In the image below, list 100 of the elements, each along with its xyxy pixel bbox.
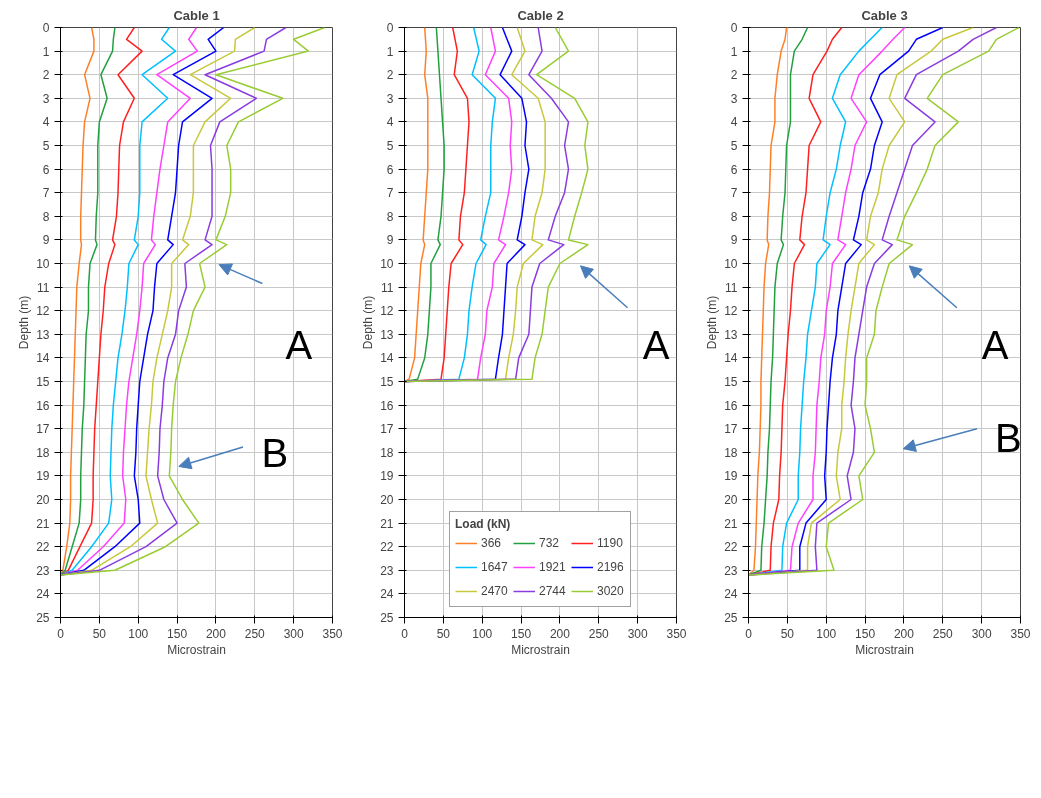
x-tick-label: 250 bbox=[932, 626, 954, 641]
y-tick-label: 6 bbox=[730, 162, 738, 177]
y-tick-label: 13 bbox=[724, 327, 738, 342]
y-tick-label: 9 bbox=[730, 233, 738, 248]
y-tick-label: 7 bbox=[386, 186, 394, 201]
y-tick-label: 3 bbox=[42, 91, 50, 106]
y-tick-label: 3 bbox=[386, 91, 394, 106]
x-tick-label: 150 bbox=[511, 626, 532, 641]
y-tick-label: 14 bbox=[380, 351, 394, 366]
y-tick-label: 17 bbox=[380, 422, 394, 437]
y-tick-label: 25 bbox=[380, 611, 394, 625]
annotation: B bbox=[261, 431, 289, 476]
y-tick-label: 0 bbox=[386, 21, 394, 35]
y-tick-label: 4 bbox=[730, 115, 738, 130]
y-tick-label: 19 bbox=[36, 469, 50, 484]
y-tick-label: 9 bbox=[386, 233, 394, 248]
x-tick-label: 200 bbox=[893, 626, 915, 641]
y-tick-label: 23 bbox=[36, 563, 50, 578]
y-tick-label: 24 bbox=[36, 587, 50, 602]
y-tick-label: 21 bbox=[380, 516, 394, 531]
annotation: A bbox=[642, 322, 670, 367]
y-tick-label: 5 bbox=[730, 139, 738, 153]
y-tick-label: 15 bbox=[36, 375, 50, 389]
y-tick-label: 12 bbox=[380, 304, 394, 319]
y-tick-label: 22 bbox=[380, 540, 394, 555]
chart-title: Cable 3 bbox=[861, 7, 908, 23]
line-series bbox=[60, 27, 116, 576]
x-tick-label: 350 bbox=[1010, 626, 1031, 641]
y-tick-label: 18 bbox=[380, 445, 394, 460]
x-axis-title: Microstrain bbox=[167, 642, 226, 657]
line-series bbox=[404, 27, 429, 383]
x-tick-label: 350 bbox=[666, 626, 687, 641]
y-tick-label: 8 bbox=[730, 209, 738, 224]
legend-label: 2744 bbox=[539, 584, 567, 598]
y-tick-label: 8 bbox=[42, 209, 50, 224]
y-tick-label: 7 bbox=[730, 186, 738, 201]
legend-label: 1647 bbox=[481, 560, 509, 574]
y-tick-label: 10 bbox=[380, 257, 394, 271]
y-tick-label: 21 bbox=[724, 516, 738, 531]
x-tick-label: 0 bbox=[401, 626, 409, 641]
y-tick-label: 17 bbox=[724, 422, 738, 437]
y-tick-label: 10 bbox=[724, 257, 738, 271]
y-tick-label: 24 bbox=[724, 587, 738, 602]
y-tick-label: 20 bbox=[36, 493, 50, 507]
y-tick-label: 6 bbox=[42, 162, 50, 177]
y-tick-label: 24 bbox=[380, 587, 394, 602]
line-series bbox=[748, 27, 809, 576]
chart-title: Cable 1 bbox=[173, 7, 220, 23]
legend-label: 1190 bbox=[597, 536, 624, 550]
y-tick-label: 16 bbox=[724, 398, 738, 413]
y-tick-label: 23 bbox=[724, 563, 738, 578]
x-tick-label: 150 bbox=[855, 626, 876, 641]
x-axis-title: Microstrain bbox=[511, 642, 570, 657]
y-tick-label: 6 bbox=[386, 162, 394, 177]
y-tick-label: 22 bbox=[36, 540, 50, 555]
y-tick-label: 17 bbox=[36, 422, 50, 437]
line-series bbox=[60, 27, 95, 576]
x-tick-label: 50 bbox=[780, 626, 795, 641]
y-tick-label: 11 bbox=[37, 280, 50, 295]
x-axis-title: Microstrain bbox=[855, 642, 914, 657]
legend-label: 1921 bbox=[539, 560, 567, 574]
y-tick-label: 11 bbox=[725, 280, 738, 295]
line-series bbox=[60, 27, 199, 576]
legend-label: 732 bbox=[539, 536, 561, 550]
x-tick-label: 300 bbox=[627, 626, 648, 641]
y-tick-label: 12 bbox=[36, 304, 50, 319]
y-tick-label: 2 bbox=[730, 68, 738, 83]
y-tick-label: 16 bbox=[36, 398, 50, 413]
x-tick-label: 200 bbox=[205, 626, 227, 641]
x-tick-label: 200 bbox=[549, 626, 571, 641]
x-tick-label: 350 bbox=[322, 626, 343, 641]
y-tick-label: 14 bbox=[724, 351, 738, 366]
y-tick-label: 18 bbox=[724, 445, 738, 460]
y-tick-label: 1 bbox=[730, 44, 738, 59]
y-tick-label: 2 bbox=[386, 68, 394, 83]
y-tick-label: 20 bbox=[380, 493, 394, 507]
y-tick-label: 22 bbox=[724, 540, 738, 555]
y-tick-label: 5 bbox=[42, 139, 50, 153]
x-tick-label: 0 bbox=[57, 626, 65, 641]
y-tick-label: 5 bbox=[386, 139, 394, 153]
y-tick-label: 23 bbox=[380, 563, 394, 578]
y-tick-label: 4 bbox=[386, 115, 394, 130]
annotation: B bbox=[994, 416, 1022, 461]
x-tick-label: 50 bbox=[92, 626, 107, 641]
y-tick-label: 0 bbox=[42, 21, 50, 35]
y-tick-label: 2 bbox=[42, 68, 50, 83]
y-axis-title: Depth (m) bbox=[361, 295, 376, 350]
y-tick-label: 0 bbox=[730, 21, 738, 35]
y-tick-label: 4 bbox=[42, 115, 50, 130]
y-tick-label: 9 bbox=[42, 233, 50, 248]
legend-label: 3020 bbox=[597, 584, 625, 598]
x-tick-label: 100 bbox=[816, 626, 837, 641]
y-tick-label: 13 bbox=[380, 327, 394, 342]
x-tick-label: 250 bbox=[244, 626, 266, 641]
y-axis-title: Depth (m) bbox=[17, 295, 32, 350]
legend-title: Load (kN) bbox=[455, 517, 512, 531]
y-tick-label: 12 bbox=[724, 304, 738, 319]
line-series bbox=[748, 27, 788, 576]
y-tick-label: 1 bbox=[42, 44, 50, 59]
x-tick-label: 300 bbox=[283, 626, 304, 641]
